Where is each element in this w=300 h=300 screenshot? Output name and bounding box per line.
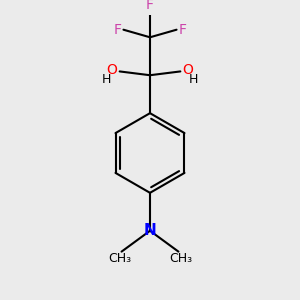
- Text: O: O: [106, 62, 118, 76]
- Text: H: H: [102, 73, 111, 85]
- Text: H: H: [189, 73, 198, 85]
- Text: O: O: [182, 62, 194, 76]
- Text: F: F: [146, 0, 154, 12]
- Text: CH₃: CH₃: [108, 252, 131, 265]
- Text: CH₃: CH₃: [169, 252, 192, 265]
- Text: F: F: [114, 23, 122, 37]
- Text: F: F: [178, 23, 186, 37]
- Text: N: N: [144, 223, 156, 238]
